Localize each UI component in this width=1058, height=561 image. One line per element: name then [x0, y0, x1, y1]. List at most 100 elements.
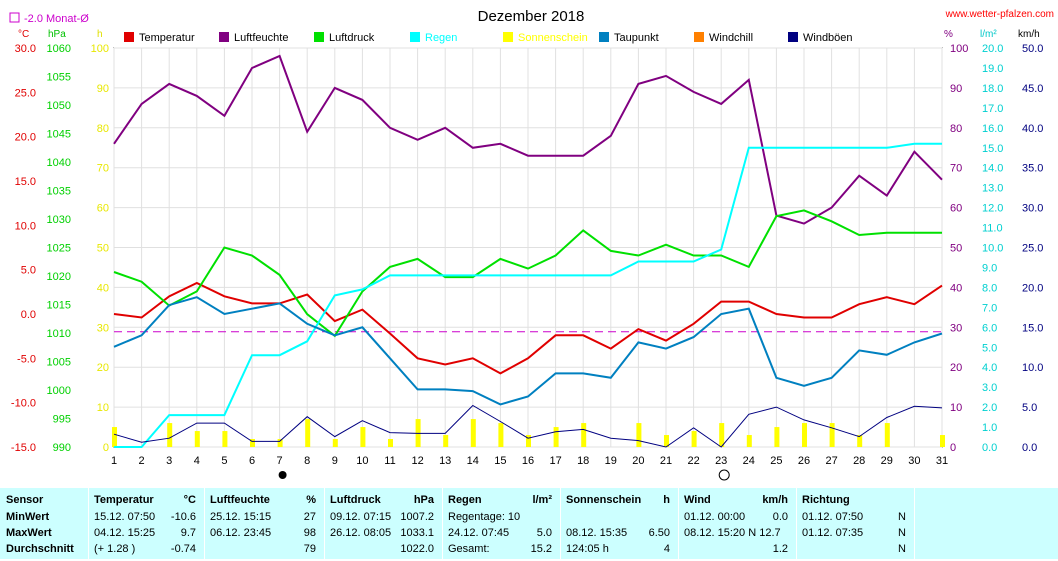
table-cell-value: 6.50: [648, 527, 670, 539]
table-cell-value: 0.0: [772, 511, 788, 523]
rain-tick-label: 14.0: [982, 163, 1003, 175]
table-cell-time: 24.12. 07:45: [448, 527, 510, 539]
table-cell-time: 08.12. 15:20 N 12.7: [684, 527, 781, 539]
table-header: Luftfeuchte: [210, 494, 270, 506]
day-tick-label: 15: [494, 455, 506, 467]
table-row-label: MaxWert: [6, 527, 52, 539]
sunshine-bar: [167, 423, 173, 447]
avg-marker-label: -2.0 Monat-Ø: [24, 13, 89, 25]
unit-hours: h: [97, 29, 103, 40]
temp-tick-label: -15.0: [11, 442, 36, 454]
humidity-tick-label: 30: [950, 322, 962, 334]
sunshine-bar: [884, 423, 890, 447]
pressure-tick-label: 1045: [47, 129, 71, 141]
humidity-tick-label: 60: [950, 203, 962, 215]
sunshine-bar: [498, 423, 504, 447]
sunshine-bar: [940, 435, 945, 447]
rain-tick-label: 9.0: [982, 262, 997, 274]
day-tick-label: 22: [687, 455, 699, 467]
table-header: Regen: [448, 494, 482, 506]
temp-tick-label: -5.0: [17, 353, 36, 365]
sunshine-tick-label: 100: [91, 43, 109, 55]
table-unit: hPa: [413, 494, 434, 506]
day-tick-label: 12: [411, 455, 423, 467]
table-unit: km/h: [762, 494, 788, 506]
sunshine-tick-label: 0: [103, 442, 109, 454]
pressure-tick-label: 1010: [47, 328, 71, 340]
pressure-tick-label: 1035: [47, 186, 71, 198]
wind-tick-label: 45.0: [1022, 83, 1043, 95]
sunshine-tick-label: 30: [97, 322, 109, 334]
table-cell-value: 98: [303, 527, 316, 539]
legend-swatch: [694, 32, 704, 42]
sunshine-tick-label: 20: [97, 362, 109, 374]
pressure-tick-label: 1060: [47, 43, 71, 55]
table-row-label: MinWert: [6, 511, 50, 523]
rain-tick-label: 15.0: [982, 143, 1003, 155]
table-cell-time: 25.12. 15:15: [210, 511, 272, 523]
table-cell-time: 01.12. 07:50: [802, 511, 864, 523]
sunshine-bar: [719, 423, 725, 447]
wind-tick-label: 15.0: [1022, 322, 1043, 334]
humidity-tick-label: 80: [950, 123, 962, 135]
wind-tick-label: 10.0: [1022, 362, 1043, 374]
day-tick-label: 29: [881, 455, 893, 467]
table-cell-time: 06.12. 23:45: [210, 527, 272, 539]
table-column: Temperatur °C 15.12. 07:50 -10.6 04.12. 15:2…: [88, 488, 205, 561]
table-cell-value: 1.2: [772, 543, 788, 555]
sunshine-bar: [857, 435, 863, 447]
legend-swatch: [599, 32, 609, 42]
sunshine-tick-label: 40: [97, 282, 109, 294]
table-unit: %: [306, 494, 316, 506]
table-cell-time: 01.12. 00:00: [684, 511, 746, 523]
legend-swatch: [503, 32, 513, 42]
day-tick-label: 16: [522, 455, 534, 467]
day-tick-label: 1: [111, 455, 117, 467]
legend-label: Windchill: [709, 32, 753, 44]
rain-tick-label: 3.0: [982, 382, 997, 394]
unit-hpa: hPa: [48, 29, 66, 40]
series-line-luftdruck: [113, 209, 942, 338]
avg-marker-box: [9, 12, 20, 23]
rain-tick-label: 16.0: [982, 123, 1003, 135]
table-column: Luftfeuchte% 25.12. 15:15 27 06.12. 23:45 98…: [204, 488, 325, 561]
rain-tick-label: 8.0: [982, 282, 997, 294]
table-header: Luftdruck: [330, 494, 381, 506]
day-tick-label: 23: [715, 455, 727, 467]
table-cell-time: 09.12. 07:15: [330, 511, 392, 523]
table-cell-time: (+ 1.28 ): [94, 543, 136, 555]
sunshine-tick-label: 50: [97, 243, 109, 255]
day-tick-label: 14: [467, 455, 479, 467]
pressure-tick-label: 1015: [47, 300, 71, 312]
table-column: Sensor MinWert MaxWert Durchschnitt: [0, 488, 89, 561]
rain-tick-label: 11.0: [982, 223, 1003, 235]
table-cell-time: 04.12. 15:25: [94, 527, 156, 539]
sunshine-bar: [112, 427, 117, 447]
temp-tick-label: -10.0: [11, 398, 36, 410]
day-tick-label: 24: [743, 455, 755, 467]
sunshine-bar: [526, 435, 531, 447]
chart-title: Dezember 2018: [478, 8, 585, 25]
stats-table: Sensor MinWert MaxWert Durchschnitt Temperat…: [0, 486, 1058, 561]
unit-wind: km/h: [1018, 29, 1040, 40]
rain-tick-label: 20.0: [982, 43, 1003, 55]
day-tick-label: 17: [549, 455, 561, 467]
temp-tick-label: 25.0: [15, 87, 36, 99]
site-link[interactable]: www.wetter-pfalzen.com: [945, 9, 1054, 20]
day-tick-label: 30: [908, 455, 920, 467]
table-cell-value: N: [898, 543, 906, 555]
table-column: Wind km/h 01.12. 00:00 0.0 08.12. 15:20 N 12…: [678, 488, 797, 561]
rain-tick-label: 19.0: [982, 63, 1003, 75]
unit-celsius: °C: [18, 29, 29, 40]
table-cell-value: 1022.0: [400, 543, 434, 555]
sunshine-tick-label: 90: [97, 83, 109, 95]
day-tick-label: 4: [194, 455, 200, 467]
sunshine-bar: [746, 435, 752, 447]
table-cell-value: 15.2: [530, 543, 552, 555]
series-line-luftfeuchte: [113, 54, 943, 225]
temp-tick-label: 15.0: [15, 176, 36, 188]
table-unit: l/m²: [532, 494, 552, 506]
table-cell-time: 01.12. 07:35: [802, 527, 864, 539]
wind-tick-label: 20.0: [1022, 282, 1043, 294]
day-tick-label: 25: [770, 455, 782, 467]
